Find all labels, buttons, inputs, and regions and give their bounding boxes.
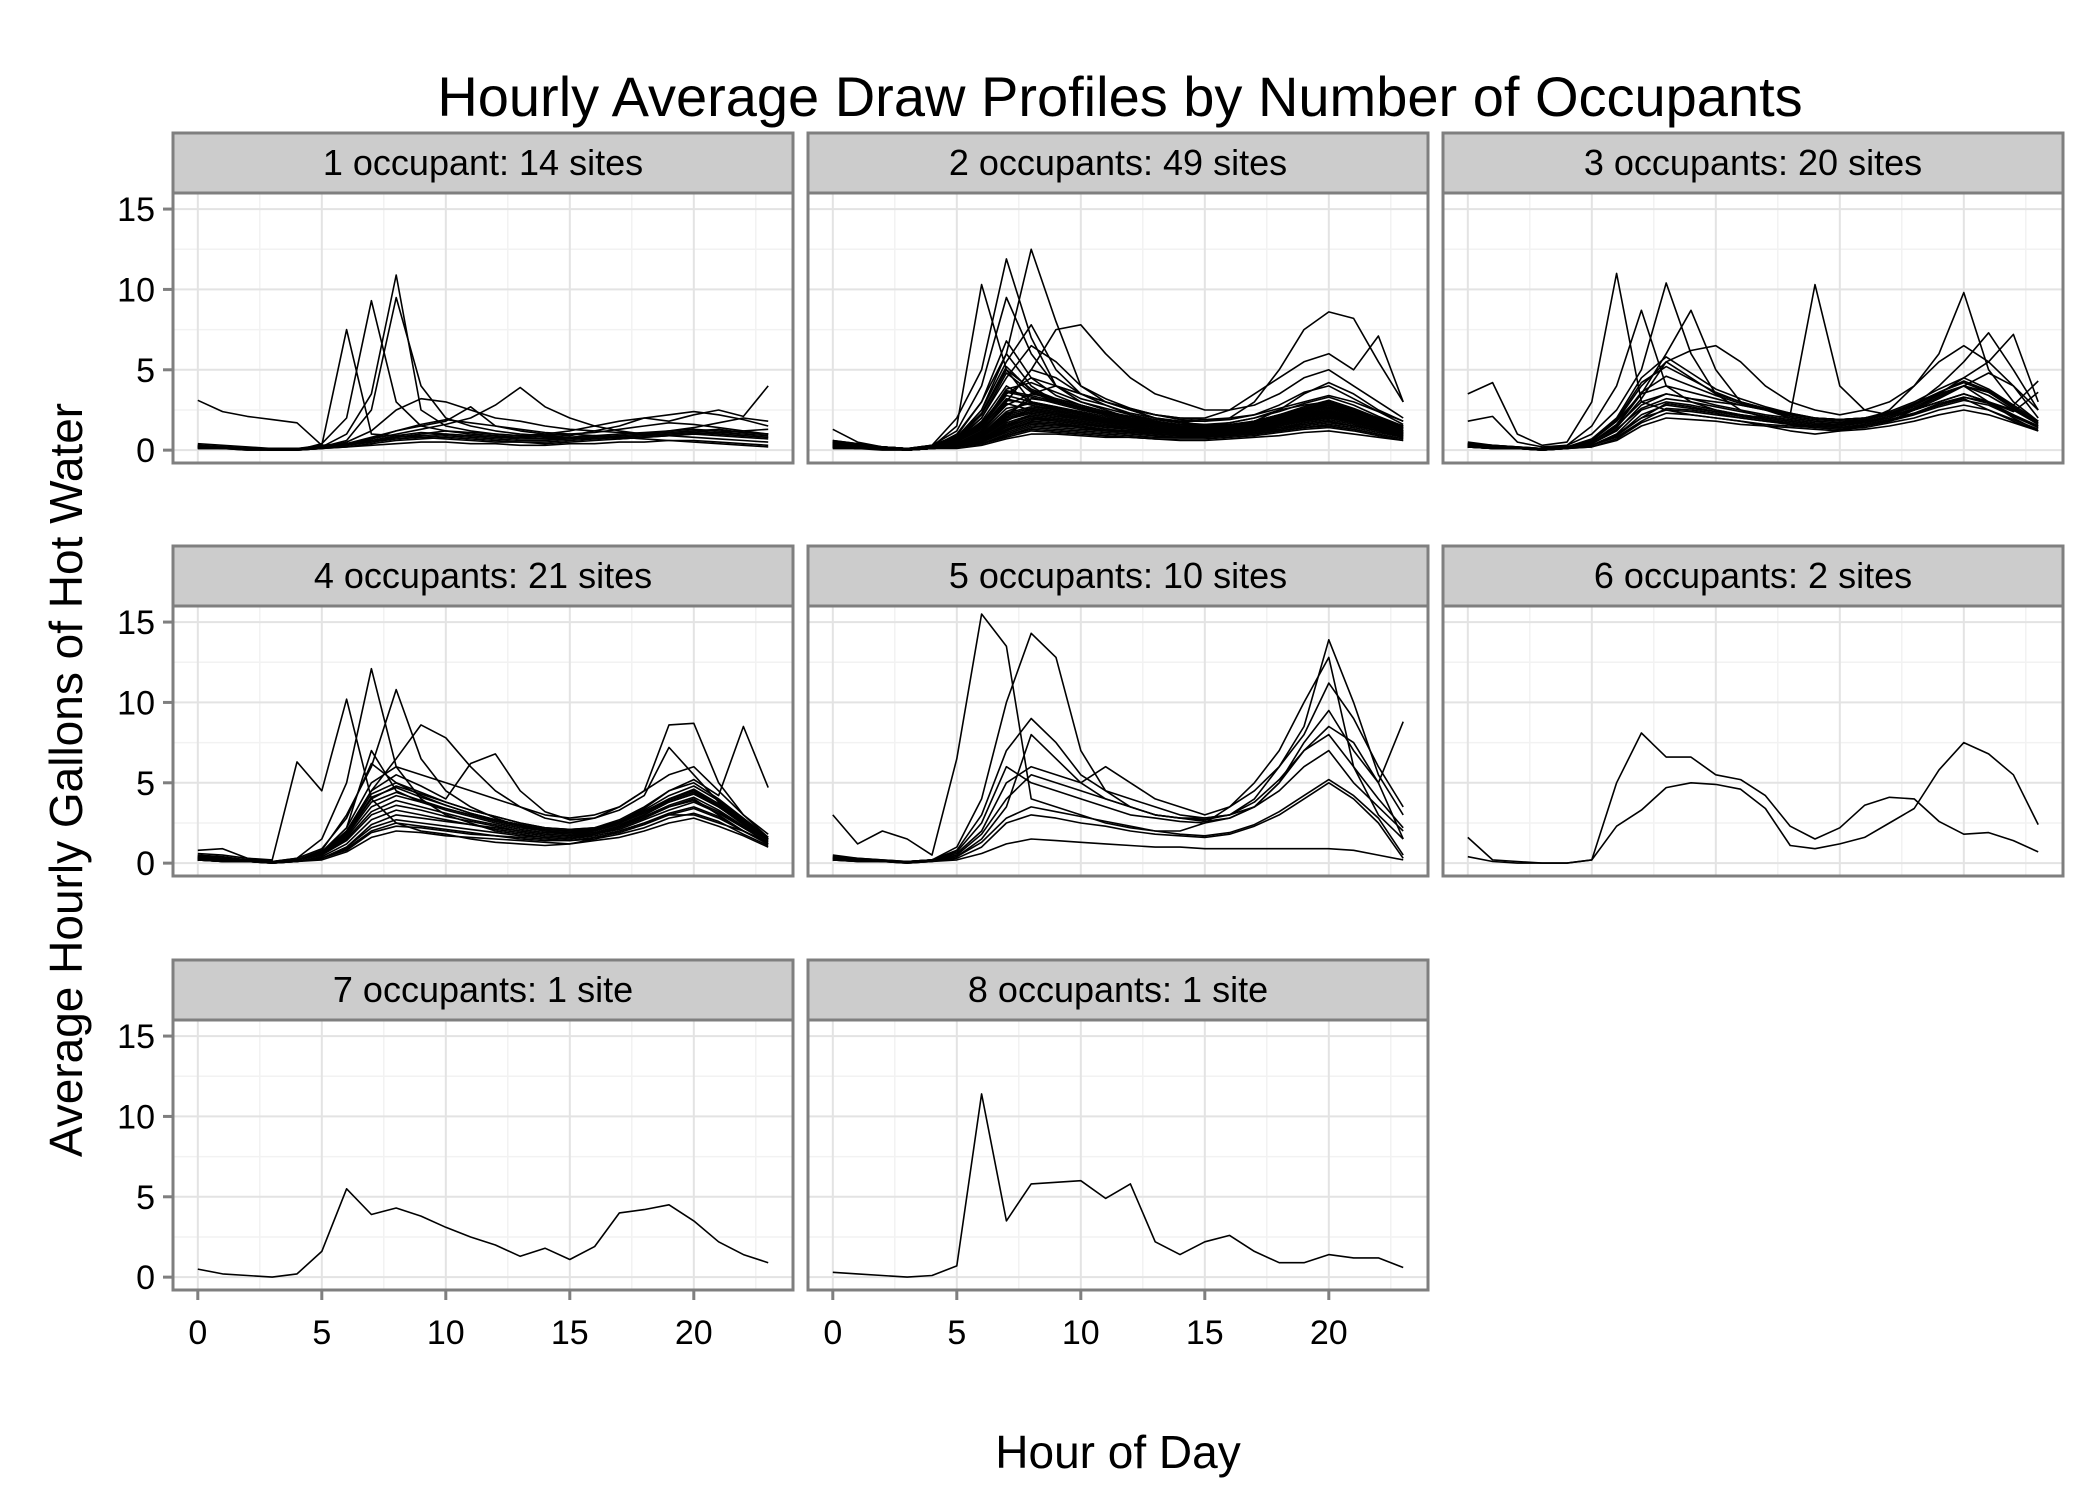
y-tick-label: 10 [117,271,155,309]
facet-strip [806,131,1430,195]
facet-strip [171,544,795,608]
series-line [832,399,1404,450]
plot-area [173,193,793,463]
x-tick-label: 15 [1186,1314,1224,1352]
facet-strip-label: 1 occupant: 14 sites [323,142,643,183]
series-line [1467,365,2039,450]
y-tick-label: 5 [136,1179,155,1217]
x-tick-label: 10 [427,1314,465,1352]
series-line [197,418,769,450]
facet-panel: 6 occupants: 2 sites [1441,544,2065,878]
y-tick-label: 10 [117,684,155,722]
facet-panel: 8 occupants: 1 site 0 5 10 15 20 [806,958,1430,1352]
facet-strip [806,544,1430,608]
series-line [197,1188,769,1278]
facet-strip-label: 8 occupants: 1 site [968,969,1268,1010]
facet-strip [171,958,795,1022]
y-tick-label: 10 [117,1098,155,1136]
chart-title: Hourly Average Draw Profiles by Number o… [437,65,1802,128]
x-tick-label: 20 [675,1314,713,1352]
x-tick-label: 5 [947,1314,966,1352]
x-tick-label: 15 [551,1314,589,1352]
panel-border [1441,604,2065,878]
series-line [1467,404,2039,451]
plot-area [808,1020,1428,1290]
facet-strip-label: 6 occupants: 2 sites [1594,555,1912,596]
facet-panel: 2 occupants: 49 sites [806,131,1430,465]
facet-panel: 3 occupants: 20 sites [1441,131,2065,465]
series-line [197,786,769,863]
y-tick-label: 15 [117,1018,155,1056]
panel-border [171,1018,795,1292]
facet-strip-label: 5 occupants: 10 sites [949,555,1287,596]
facet-strip-label: 7 occupants: 1 site [333,969,633,1010]
plot-area [1443,606,2063,876]
facet-strip-label: 4 occupants: 21 sites [314,555,652,596]
facet-strip-label: 3 occupants: 20 sites [1584,142,1922,183]
y-tick-label: 0 [136,432,155,470]
y-tick-label: 5 [136,352,155,390]
y-axis-label: Average Hourly Gallons of Hot Water [40,403,92,1157]
y-tick-label: 5 [136,765,155,803]
facet-panels: 1 occupant: 14 sites 0 5 10 15 2 occupants: 4… [117,131,2065,1352]
facet-panel: 1 occupant: 14 sites 0 5 10 15 [117,131,795,470]
panel-border [1441,191,2065,465]
series-line [832,838,1404,864]
plot-area [808,606,1428,876]
facet-strip-label: 2 occupants: 49 sites [949,142,1287,183]
x-tick-label: 10 [1062,1314,1100,1352]
facet-panel: 7 occupants: 1 site 0 5 10 15 0 5 10 15 20 [117,958,795,1352]
panel-border [806,1018,1430,1292]
y-tick-label: 0 [136,845,155,883]
x-tick-label: 0 [823,1314,842,1352]
series-line [832,1093,1404,1278]
series-line [832,613,1404,856]
panel-border [171,604,795,878]
series-line [197,698,769,861]
series-line [832,430,1404,451]
x-tick-label: 0 [188,1314,207,1352]
facet-panel: 5 occupants: 10 sites [806,544,1430,878]
panel-border [806,191,1430,465]
panel-border [171,191,795,465]
series-line [197,812,769,864]
plot-area [173,1020,793,1290]
series-line [832,778,1404,863]
y-tick-label: 0 [136,1259,155,1297]
y-tick-label: 15 [117,604,155,642]
panel-border [806,604,1430,878]
x-tick-label: 5 [312,1314,331,1352]
facet-strip [1441,544,2065,608]
series-line [1467,741,2039,864]
x-axis-label: Hour of Day [995,1426,1240,1478]
x-tick-label: 20 [1310,1314,1348,1352]
facet-panel: 4 occupants: 21 sites 0 5 10 15 [117,544,795,883]
facet-strip [171,131,795,195]
y-tick-label: 15 [117,191,155,229]
